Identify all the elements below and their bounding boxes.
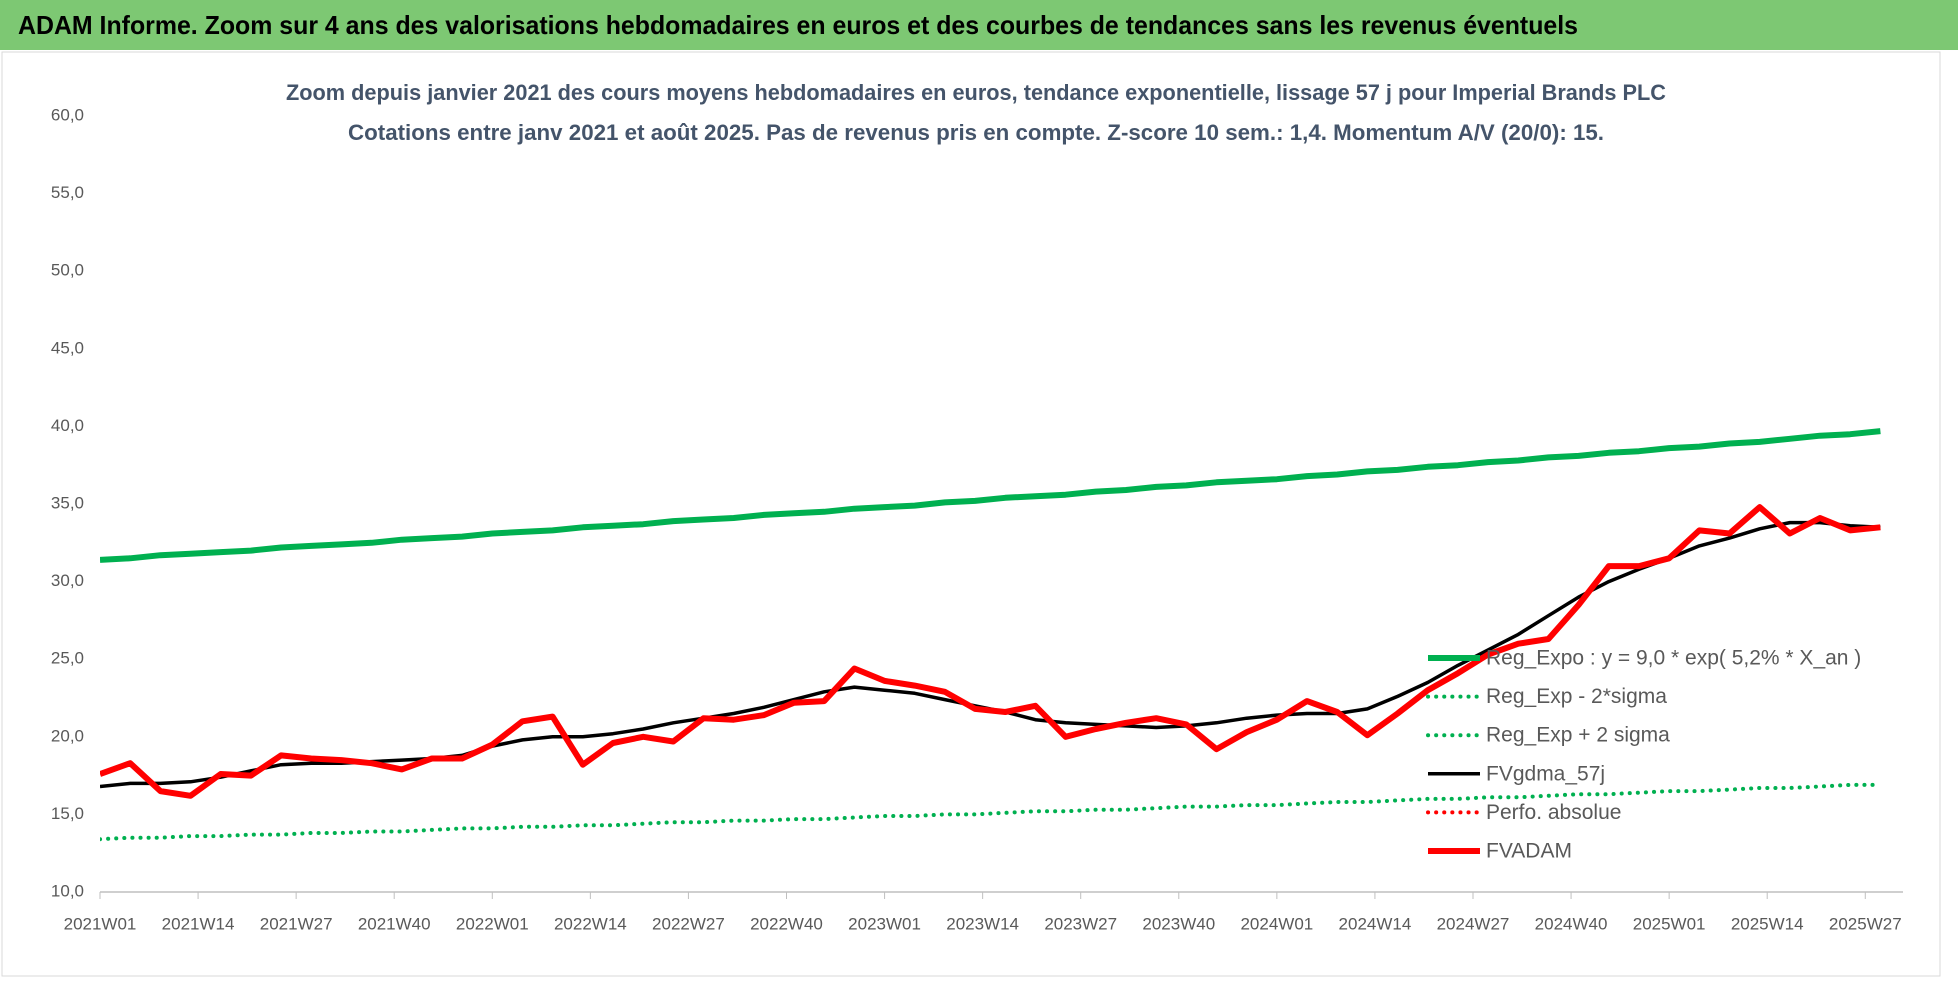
chart-frame [1,51,1941,977]
legend-label: Reg_Exp - 2*sigma [1486,685,1667,708]
y-tick-label: 40,0 [51,416,84,435]
y-tick-label: 15,0 [51,804,84,823]
x-tick-label: 2024W01 [1240,914,1313,933]
x-tick-label: 2022W14 [554,914,627,933]
x-tick-label: 2024W27 [1437,914,1510,933]
x-tick-label: 2022W27 [652,914,725,933]
x-tick-label: 2023W40 [1142,914,1215,933]
x-tick-label: 2021W01 [64,914,137,933]
header-bar [0,0,1958,50]
x-tick-label: 2025W27 [1829,914,1902,933]
x-tick-label: 2024W40 [1535,914,1608,933]
y-tick-label: 45,0 [51,338,84,357]
legend-label: FVgdma_57j [1486,762,1605,785]
x-tick-label: 2025W14 [1731,914,1804,933]
y-tick-label: 35,0 [51,493,84,512]
x-tick-label: 2023W27 [1044,914,1117,933]
chart-subtitle: Cotations entre janv 2021 et août 2025. … [348,120,1604,145]
legend-label: Reg_Expo : y = 9,0 * exp( 5,2% * X_an ) [1486,647,1861,670]
y-tick-label: 30,0 [51,571,84,590]
y-tick-label: 50,0 [51,261,84,280]
y-tick-label: 25,0 [51,649,84,668]
x-tick-label: 2021W27 [260,914,333,933]
legend-label: FVADAM [1486,840,1572,863]
legend-label: Reg_Exp + 2 sigma [1486,724,1670,747]
chart-title: Zoom depuis janvier 2021 des cours moyen… [286,80,1666,105]
y-tick-label: 60,0 [51,105,84,124]
x-tick-label: 2023W14 [946,914,1019,933]
x-tick-label: 2024W14 [1339,914,1412,933]
y-tick-label: 20,0 [51,726,84,745]
header-title: ADAM Informe. Zoom sur 4 ans des valoris… [18,10,1578,40]
x-tick-label: 2021W40 [358,914,431,933]
y-tick-label: 10,0 [51,881,84,900]
series-line [100,504,1881,799]
series-line [100,782,1883,842]
legend-label: Perfo. absolue [1486,801,1621,824]
title-box [280,74,1675,158]
x-tick-label: 2022W40 [750,914,823,933]
x-tick-label: 2022W01 [456,914,529,933]
y-tick-label: 55,0 [51,183,84,202]
series-line [100,428,1881,563]
x-tick-label: 2025W01 [1633,914,1706,933]
x-tick-label: 2023W01 [848,914,921,933]
x-tick-label: 2021W14 [162,914,235,933]
